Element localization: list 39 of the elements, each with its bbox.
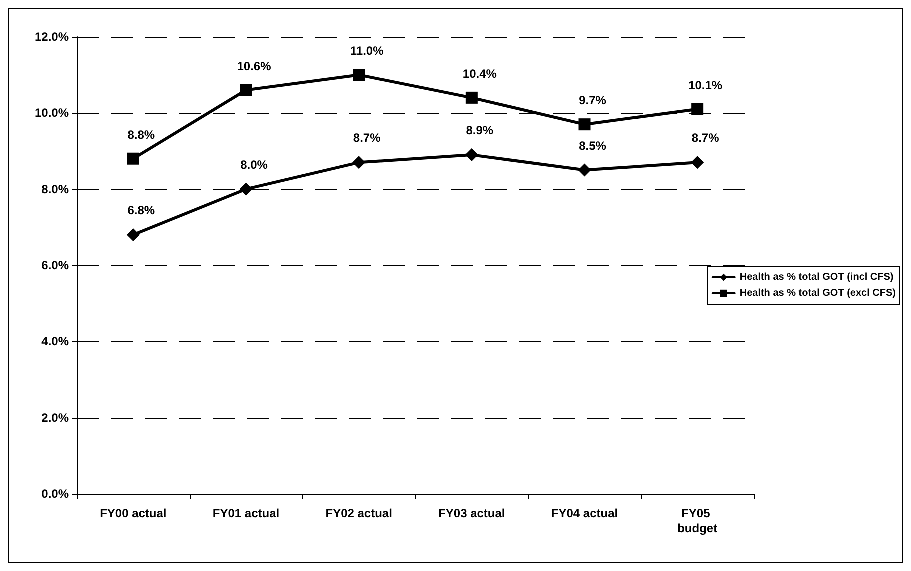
point (691, 156, 704, 170)
x-tick-label: FY01 actual (212, 506, 280, 520)
y-tick-label: 0.0% (42, 487, 70, 501)
y-tick-label: 8.0% (42, 182, 70, 196)
point (353, 69, 366, 82)
point (578, 164, 592, 177)
data-label: 10.4% (462, 66, 498, 81)
x-tick-label: FY04 actual (551, 506, 618, 520)
point (126, 228, 140, 242)
y-tick-label: 12.0% (34, 30, 70, 44)
data-label: 8.7% (353, 131, 382, 146)
data-label: 10.1% (688, 78, 723, 92)
legend-label: Health as % total GOT (excl CFS) (740, 288, 896, 299)
y-tick-label: 4.0% (42, 334, 70, 349)
legend-label: Health as % total GOT (incl CFS) (740, 272, 894, 283)
point (466, 92, 478, 104)
point (240, 84, 252, 96)
data-label: 11.0% (350, 44, 384, 58)
point (352, 156, 366, 170)
y-tick-label: 6.0% (42, 258, 70, 272)
x-tick-label: FY05 budget (678, 506, 718, 536)
x-tick-label: FY00 actual (100, 506, 167, 520)
data-label: 9.7% (579, 94, 607, 108)
point (578, 118, 591, 131)
y-tick-label: 10.0% (34, 106, 70, 120)
point (465, 148, 478, 162)
data-label: 8.5% (579, 138, 607, 153)
y-tick-label: 2.0% (42, 410, 70, 425)
x-tick-label: FY02 actual (326, 506, 392, 520)
point (240, 182, 253, 196)
point (127, 152, 140, 165)
data-label: 8.9% (466, 124, 494, 138)
data-label: 6.8% (128, 204, 156, 218)
data-label: 8.8% (128, 128, 156, 142)
data-label: 8.0% (240, 158, 268, 172)
data-label: 10.6% (237, 59, 272, 74)
x-tick-label: FY03 actual (438, 506, 506, 520)
data-label: 8.7% (692, 131, 720, 146)
point (692, 103, 704, 116)
